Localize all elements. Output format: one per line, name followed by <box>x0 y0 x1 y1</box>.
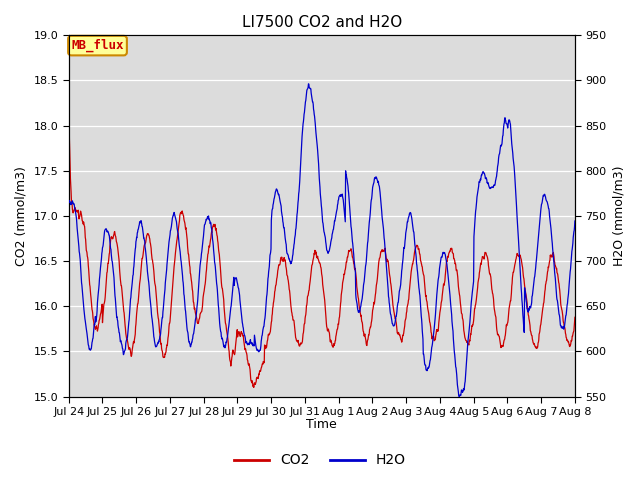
X-axis label: Time: Time <box>307 419 337 432</box>
Text: MB_flux: MB_flux <box>71 39 124 52</box>
Title: LI7500 CO2 and H2O: LI7500 CO2 and H2O <box>242 15 402 30</box>
Y-axis label: H2O (mmol/m3): H2O (mmol/m3) <box>612 166 625 266</box>
Y-axis label: CO2 (mmol/m3): CO2 (mmol/m3) <box>15 166 28 266</box>
Legend: CO2, H2O: CO2, H2O <box>228 448 412 473</box>
